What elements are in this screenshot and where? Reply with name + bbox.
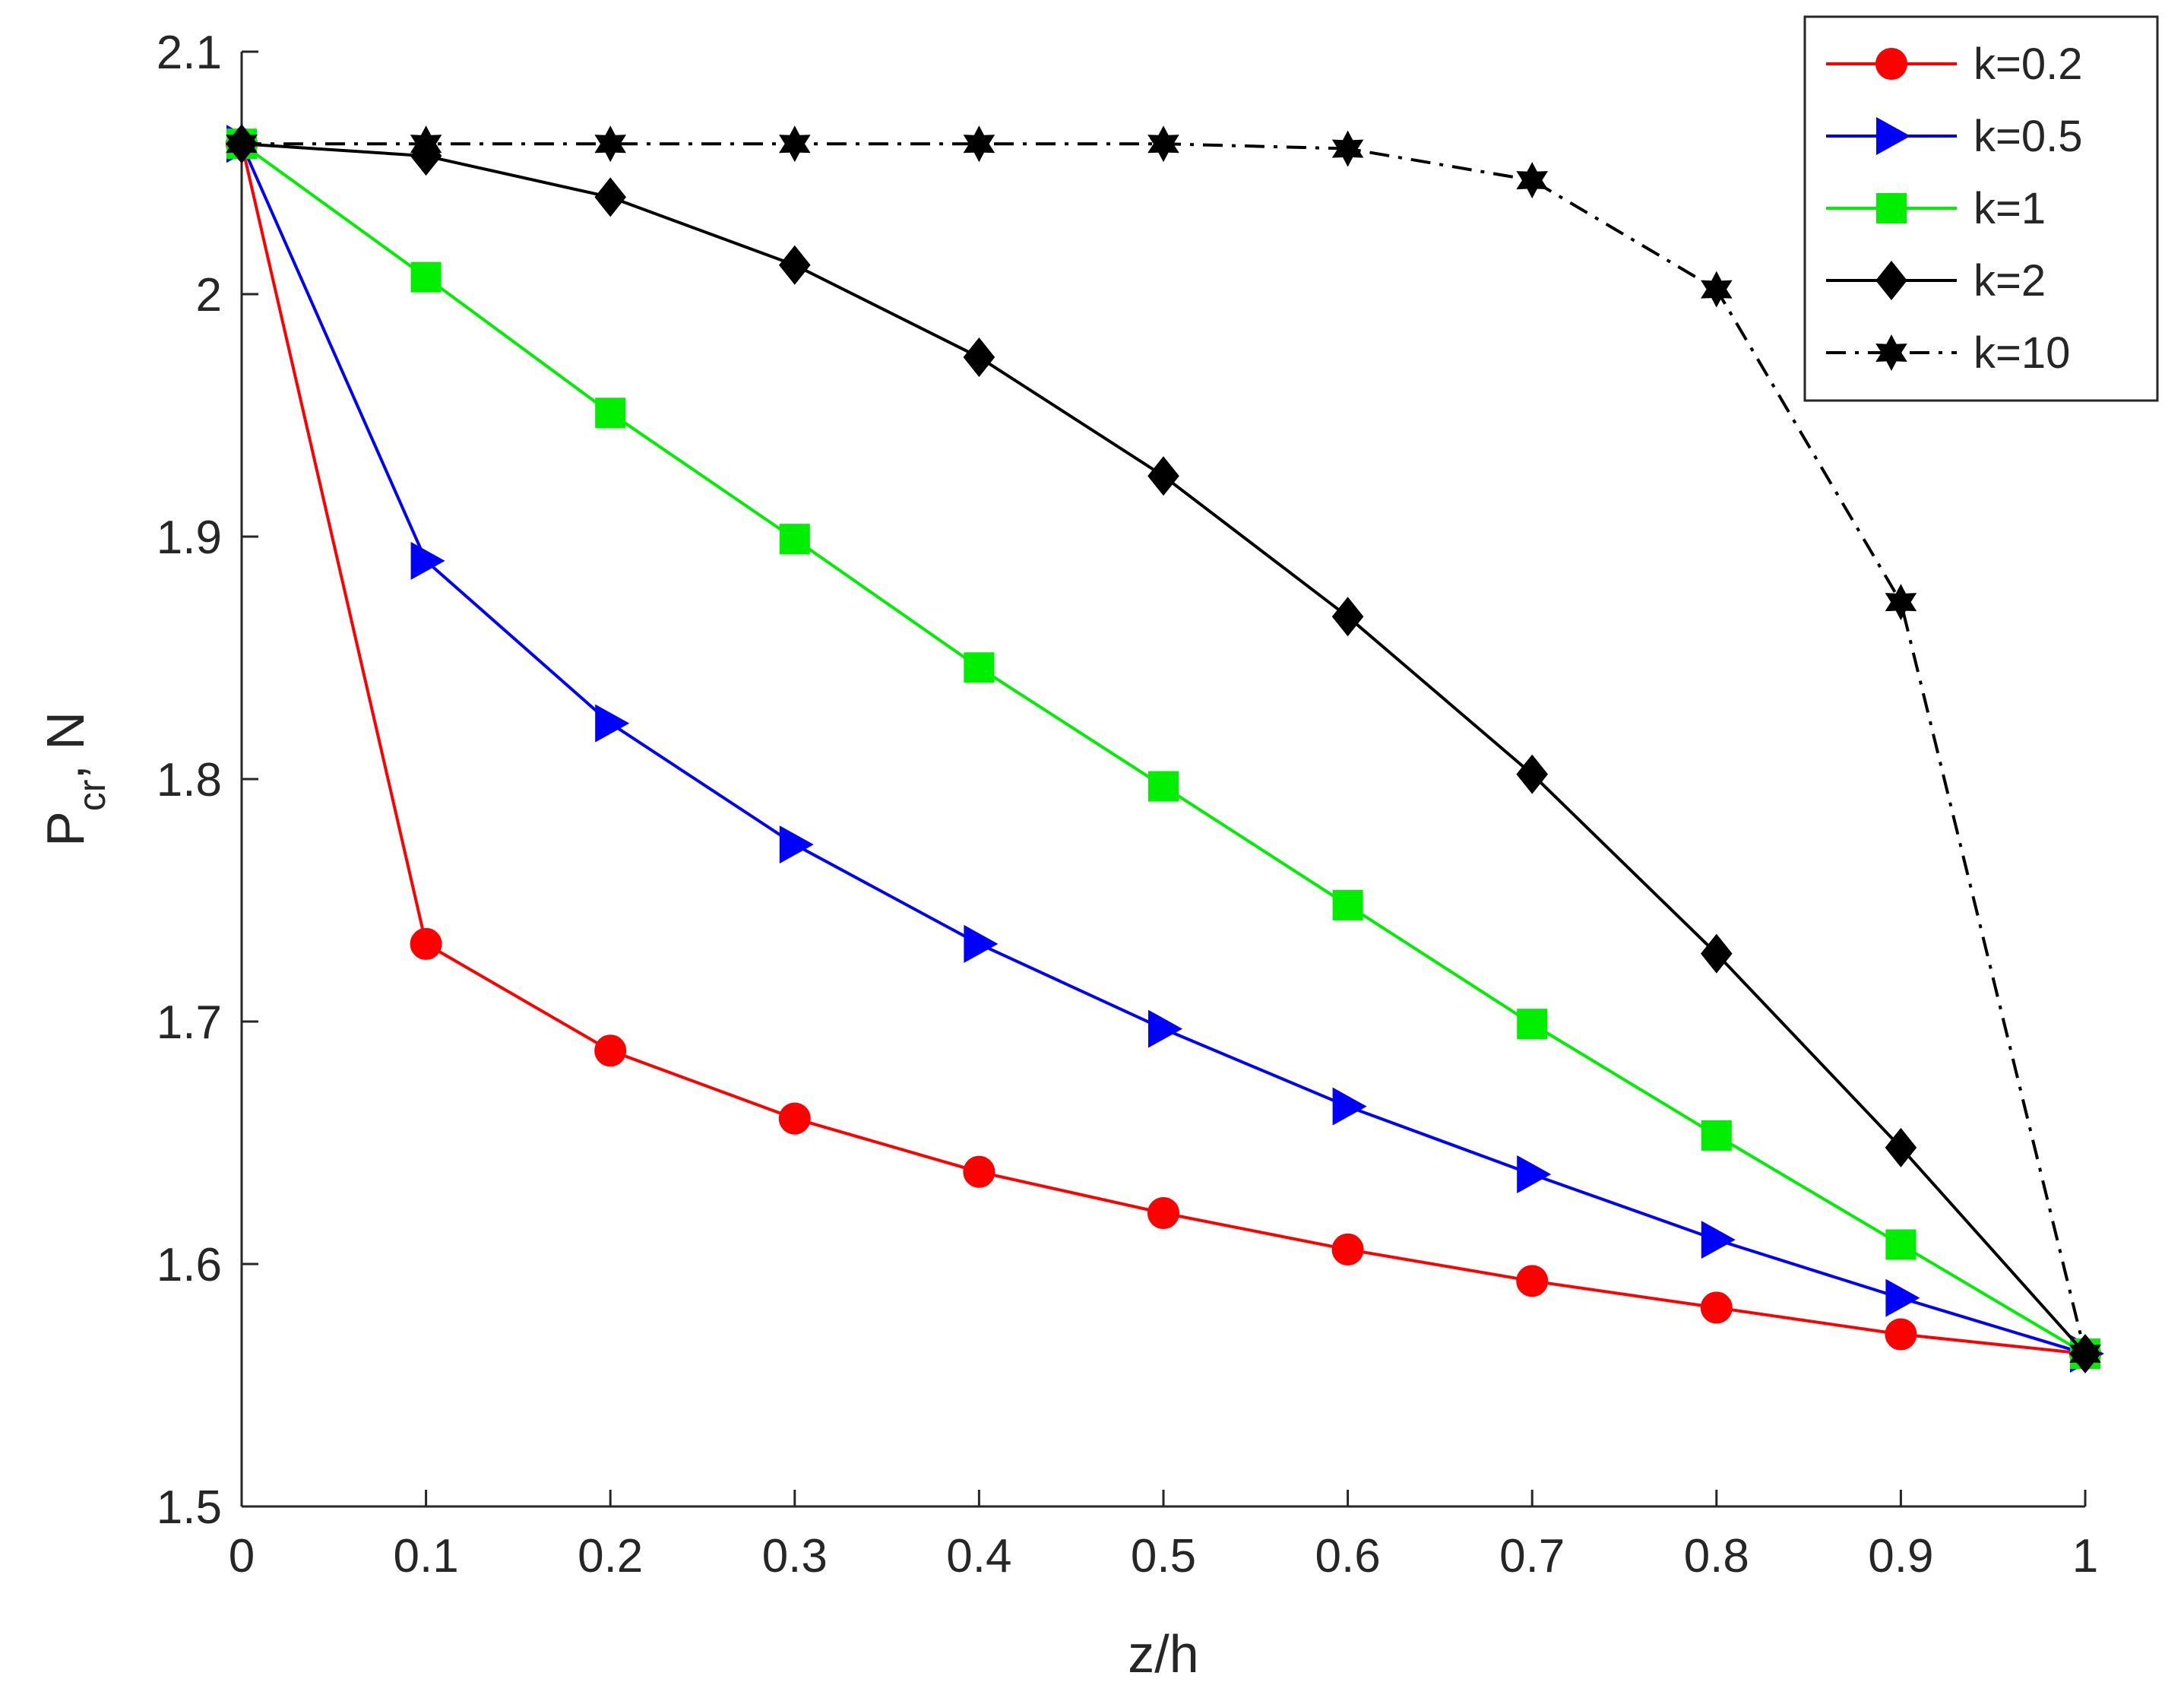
data-point (595, 704, 630, 743)
data-point (963, 125, 995, 163)
data-point (779, 125, 811, 163)
data-point (1147, 125, 1179, 163)
data-point (779, 825, 814, 864)
data-point (410, 541, 445, 580)
y-axis-label: Pcr, N (36, 711, 113, 847)
y-tick-label: 2 (196, 269, 222, 322)
y-tick-label: 1.6 (157, 1239, 222, 1291)
data-point (1701, 933, 1733, 974)
legend-marker (1876, 117, 1910, 155)
x-tick-label: 0.1 (393, 1530, 458, 1582)
x-tick-label: 0.2 (578, 1530, 643, 1582)
data-point (1517, 1009, 1548, 1040)
legend-entry: k=0.2 (1826, 40, 2083, 89)
x-tick-label: 0.5 (1131, 1530, 1196, 1582)
legend-label: k=1 (1974, 184, 2046, 233)
y-axis-label-suffix: , N (36, 711, 95, 779)
data-point (1701, 271, 1733, 308)
data-point (1148, 771, 1179, 802)
x-tick-label: 0.3 (762, 1530, 828, 1582)
legend-entry: k=0.5 (1826, 112, 2083, 161)
data-point (1332, 1087, 1367, 1126)
data-point (963, 1155, 995, 1188)
y-tick-label: 2.1 (157, 27, 222, 79)
data-point (1885, 584, 1917, 621)
data-point (779, 524, 810, 555)
legend-marker (1875, 261, 1907, 300)
x-tick-label: 0.7 (1499, 1530, 1565, 1582)
y-tick-label: 1.7 (157, 996, 222, 1049)
legend-label: k=2 (1974, 256, 2046, 306)
data-point (595, 398, 626, 429)
x-tick-label: 0.4 (946, 1530, 1011, 1582)
data-point (594, 125, 626, 163)
legend-marker (1875, 48, 1907, 80)
data-point (1701, 1120, 1732, 1151)
data-point (1332, 889, 1363, 920)
legend-label: k=0.5 (1974, 112, 2083, 161)
data-point (1516, 1265, 1549, 1297)
data-point (964, 652, 995, 683)
data-point (778, 1102, 811, 1135)
data-point (594, 1034, 627, 1067)
x-tick-label: 0.9 (1868, 1530, 1933, 1582)
data-point (1331, 130, 1364, 167)
x-tick-label: 0.8 (1684, 1530, 1749, 1582)
series-k-10 (226, 125, 2101, 1372)
data-point (779, 245, 811, 285)
data-point (963, 337, 995, 377)
data-point (1148, 1009, 1182, 1048)
legend: k=0.2 k=0.5 k=1 k=2 k=10 (1803, 15, 2159, 402)
data-point (1701, 1221, 1736, 1259)
data-point (2069, 1335, 2101, 1372)
x-axis-label: z/h (1128, 1624, 1198, 1684)
data-point (410, 927, 442, 960)
legend-entry: k=2 (1826, 256, 2046, 306)
data-point (1885, 1318, 1917, 1351)
series-layer (226, 124, 2104, 1374)
x-tick-label: 1 (2072, 1530, 2098, 1582)
data-point (1331, 597, 1364, 637)
legend-label: k=0.2 (1974, 40, 2083, 89)
data-point (964, 924, 999, 963)
y-tick-label: 1.9 (157, 512, 222, 564)
data-point (1517, 1155, 1552, 1193)
data-point (410, 125, 442, 163)
data-point (1147, 456, 1179, 496)
legend-entry: k=1 (1826, 184, 2046, 233)
x-tick-label: 0 (229, 1530, 255, 1582)
y-tick-label: 1.5 (157, 1481, 222, 1534)
data-point (226, 125, 258, 163)
data-point (1331, 1233, 1364, 1266)
data-point (1885, 1127, 1917, 1167)
x-tick-label: 0.6 (1315, 1530, 1380, 1582)
legend-marker (1876, 193, 1907, 223)
x-axis-ticks: 0 0.1 0.2 0.3 0.4 0.5 0.6 0.7 0.8 0.9 1 (229, 1490, 2098, 1582)
data-point (1516, 162, 1548, 199)
data-point (1700, 1291, 1733, 1324)
data-point (1516, 754, 1548, 794)
data-point (1885, 1229, 1917, 1260)
data-point (1147, 1197, 1179, 1230)
y-axis-label-subscript: cr (71, 780, 113, 812)
y-axis-label-main: P (36, 811, 95, 847)
y-axis-ticks: 1.5 1.6 1.7 1.8 1.9 2 2.1 (157, 27, 258, 1534)
legend-entry: k=10 (1826, 328, 2070, 378)
y-tick-label: 1.8 (157, 754, 222, 806)
series-k-0-5 (226, 125, 2104, 1373)
series-k-1 (226, 128, 2100, 1370)
legend-marker (1875, 334, 1907, 371)
data-point (1885, 1278, 1920, 1317)
legend-label: k=10 (1974, 328, 2070, 378)
data-point (410, 261, 442, 293)
data-point (594, 177, 626, 217)
